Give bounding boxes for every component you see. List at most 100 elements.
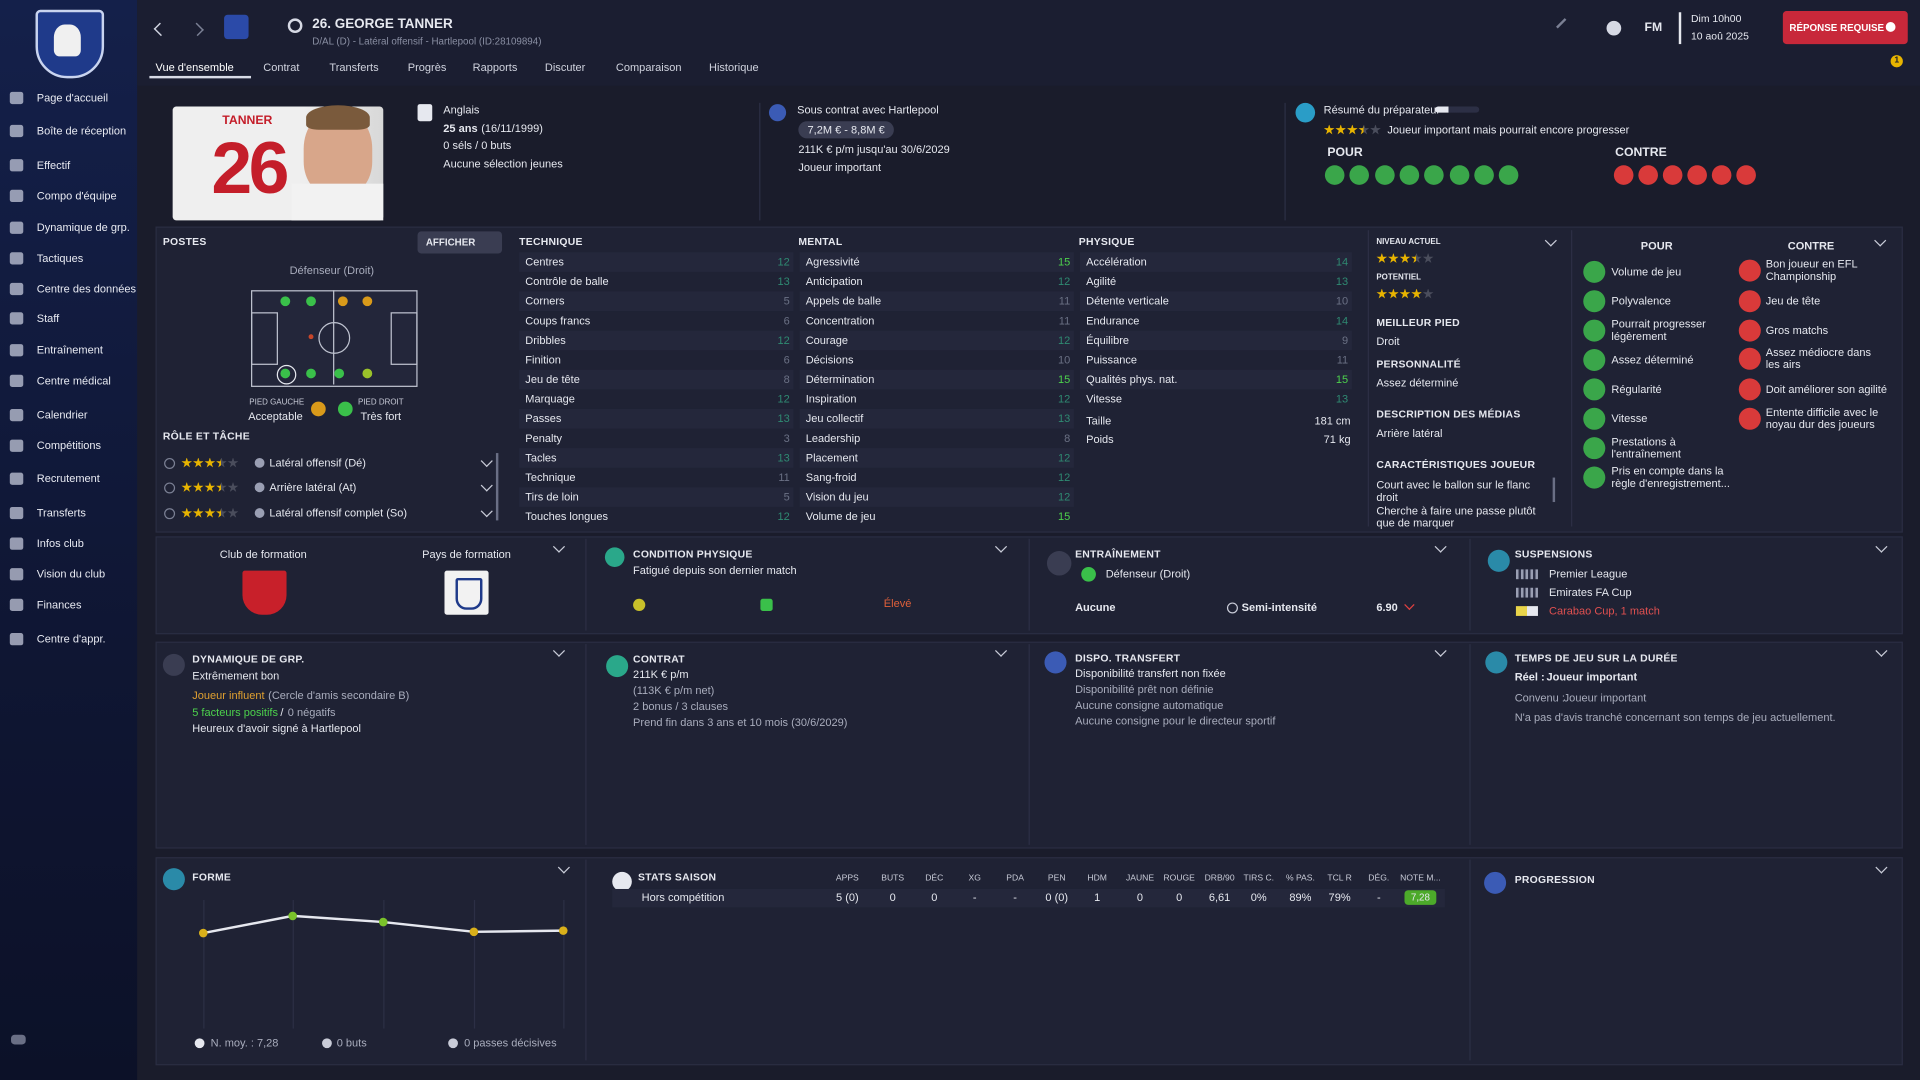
stats-header: DÉC xyxy=(925,874,943,884)
pour-icon xyxy=(1583,467,1605,489)
tab[interactable]: Discuter xyxy=(545,61,585,74)
role-name[interactable]: Latéral offensif (Dé) xyxy=(269,457,366,470)
stats-header: DRB/90 xyxy=(1205,874,1235,884)
physical-measure-value: 181 cm xyxy=(1314,415,1350,428)
tab[interactable]: Vue d'ensemble xyxy=(156,61,234,74)
sidebar-icon xyxy=(10,375,23,387)
sidebar-item[interactable]: Vision du club xyxy=(37,568,105,581)
sidebar-item[interactable]: Transferts xyxy=(37,507,86,520)
sidebar-item[interactable]: Infos club xyxy=(37,537,84,550)
positions-title[interactable]: POSTES xyxy=(163,236,207,248)
sidebar-item[interactable]: Entraînement xyxy=(37,344,103,357)
playing-time-title[interactable]: TEMPS DE JEU SUR LA DURÉE xyxy=(1515,653,1678,665)
sidebar-item[interactable]: Centre médical xyxy=(37,374,111,387)
sidebar-item[interactable]: Compétitions xyxy=(37,439,101,452)
attribute-value: 15 xyxy=(1058,256,1070,269)
suspension-marker xyxy=(1516,588,1538,598)
condition-status xyxy=(760,599,772,611)
sidebar-item[interactable]: Finances xyxy=(37,599,82,612)
sidebar-item[interactable]: Calendrier xyxy=(37,409,88,422)
sidebar-item[interactable]: Page d'accueil xyxy=(37,92,108,105)
stats-title[interactable]: STATS SAISON xyxy=(638,872,716,884)
star-rating xyxy=(1376,288,1434,299)
tab[interactable]: Transferts xyxy=(329,61,378,74)
training-country-label: Pays de formation xyxy=(422,548,511,561)
sidebar-item[interactable]: Dynamique de grp. xyxy=(37,221,130,234)
position-dot xyxy=(338,296,348,306)
contract-wage-net: (113K € p/m net) xyxy=(633,684,714,697)
sidebar-item[interactable]: Staff xyxy=(37,312,59,325)
pour-badge xyxy=(1499,165,1519,185)
attribute-value: 12 xyxy=(778,393,790,406)
header-divider xyxy=(1679,12,1681,44)
transfer-line: Disponibilité prêt non définie xyxy=(1075,683,1213,696)
active-tab-underline xyxy=(149,76,251,78)
stats-value: 7,28 xyxy=(1411,892,1430,903)
star xyxy=(1423,253,1434,264)
condition-icon xyxy=(605,547,625,567)
progression-icon xyxy=(1484,872,1506,894)
coach-pour-title: POUR xyxy=(1327,146,1362,160)
sidebar-item[interactable]: Centre des données xyxy=(37,283,136,296)
role-name[interactable]: Latéral offensif complet (So) xyxy=(269,507,407,520)
form-title[interactable]: FORME xyxy=(192,872,231,884)
show-button-label[interactable]: AFFICHER xyxy=(426,237,476,248)
attribute-value: 14 xyxy=(1336,256,1348,269)
continue-button-label[interactable]: RÉPONSE REQUISE xyxy=(1789,23,1884,34)
pour-icon xyxy=(1583,320,1605,342)
pour-item: Vitesse xyxy=(1611,412,1733,425)
tab[interactable]: Progrès xyxy=(408,61,447,74)
star xyxy=(1347,124,1358,135)
attribute-group-title: PHYSIQUE xyxy=(1079,236,1135,248)
social-circle: (Cercle d'amis secondaire B) xyxy=(268,689,409,702)
position-label: Défenseur (Droit) xyxy=(290,264,375,277)
panel-divider xyxy=(1469,644,1470,845)
attribute-value: 12 xyxy=(1058,334,1070,347)
sidebar-item[interactable]: Recrutement xyxy=(37,472,100,485)
left-foot-icon xyxy=(311,402,326,417)
role-radio[interactable] xyxy=(164,508,175,519)
progression-title[interactable]: PROGRESSION xyxy=(1515,874,1595,886)
sidebar-item[interactable]: Effectif xyxy=(37,159,71,172)
sidebar-item[interactable]: Centre d'appr. xyxy=(37,633,106,646)
form-grid-line xyxy=(474,900,475,1029)
tab[interactable]: Rapports xyxy=(473,61,518,74)
contract-panel-icon xyxy=(606,655,628,677)
stats-value: 6,61 xyxy=(1209,891,1230,904)
attribute-name: Volume de jeu xyxy=(806,510,876,523)
sidebar-item[interactable]: Boîte de réception xyxy=(37,125,126,138)
role-radio[interactable] xyxy=(164,482,175,493)
attribute-value: 15 xyxy=(1058,373,1070,386)
training-title[interactable]: ENTRAÎNEMENT xyxy=(1075,549,1161,561)
sidebar-item[interactable]: Compo d'équipe xyxy=(37,190,117,203)
tab[interactable]: Comparaison xyxy=(616,61,682,74)
form-assists: 0 passes décisives xyxy=(464,1037,557,1050)
attribute-value: 8 xyxy=(1064,432,1070,445)
influence: Joueur influent xyxy=(192,689,264,702)
attribute-name: Inspiration xyxy=(806,393,857,406)
dynamics-title[interactable]: DYNAMIQUE DE GRP. xyxy=(192,654,304,666)
sidebar-item[interactable]: Tactiques xyxy=(37,252,84,265)
tab[interactable]: Historique xyxy=(709,61,759,74)
role-name[interactable]: Arrière latéral (At) xyxy=(269,481,356,494)
pour-badge xyxy=(1424,165,1444,185)
transfer-title[interactable]: DISPO. TRANSFERT xyxy=(1075,653,1180,665)
sidebar-icon xyxy=(10,222,23,234)
star xyxy=(1388,288,1399,299)
negative-factors: 0 négatifs xyxy=(288,706,336,719)
star xyxy=(204,457,215,468)
tab[interactable]: Contrat xyxy=(263,61,299,74)
media-label: DESCRIPTION DES MÉDIAS xyxy=(1376,409,1520,421)
sidebar-icon xyxy=(10,633,23,645)
condition-title[interactable]: CONDITION PHYSIQUE xyxy=(633,549,753,561)
role-radio[interactable] xyxy=(164,458,175,469)
search-icon[interactable] xyxy=(288,18,303,33)
position-dot xyxy=(334,369,344,379)
attribute-name: Dribbles xyxy=(525,334,565,347)
roles-title: RÔLE ET TÂCHE xyxy=(163,431,250,443)
attribute-value: 10 xyxy=(1058,354,1070,367)
sidebar-icon xyxy=(10,473,23,485)
contre-icon xyxy=(1739,348,1761,370)
attribute-name: Penalty xyxy=(525,432,562,445)
